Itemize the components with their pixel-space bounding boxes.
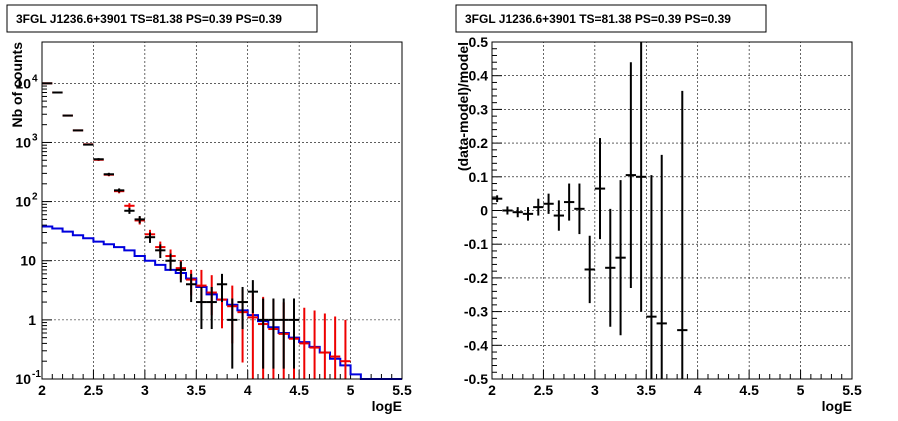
right-chart-title-box xyxy=(455,4,767,33)
left-grid xyxy=(42,42,402,379)
left-y-tick-label: 1 xyxy=(28,312,36,328)
right-y-tick-label: 0 xyxy=(480,203,488,219)
left-y-tick-label: 10 xyxy=(15,371,31,387)
right-y-tick-label: 0.5 xyxy=(469,34,489,50)
left-x-tick-label: 4.5 xyxy=(289,382,309,398)
left-x-tick-label: 4 xyxy=(244,382,252,398)
left-y-tick-label: 10 xyxy=(20,253,36,269)
right-y-tick-label: -0.1 xyxy=(464,236,488,252)
left-y-tick-exponent: 2 xyxy=(32,192,38,203)
right-y-tick-label: 0.3 xyxy=(469,101,489,117)
right-x-tick-label: 3 xyxy=(591,382,599,398)
left-x-tick-label: 3.5 xyxy=(187,382,207,398)
right-y-ticks: -0.5 -0.4 -0.3 -0.2 -0.1 0 0.1 0.2 0.3 0.4 0.5 xyxy=(464,34,502,387)
left-y-tick-label: 10 xyxy=(15,134,31,150)
left-y-tick-exponent: 3 xyxy=(32,132,38,143)
right-chart-panel: 3FGL J1236.6+3901 TS=81.38 PS=0.39 PS=0.… xyxy=(455,4,862,414)
right-x-tick-label: 3.5 xyxy=(637,382,657,398)
left-y-axis-label: Nb of counts xyxy=(9,42,25,128)
left-x-tick-label: 5 xyxy=(347,382,355,398)
left-x-tick-label: 2 xyxy=(38,382,46,398)
left-chart-title: 3FGL J1236.6+3901 TS=81.38 PS=0.39 PS=0.… xyxy=(16,12,282,26)
right-x-tick-label: 2.5 xyxy=(534,382,554,398)
right-x-tick-label: 4.5 xyxy=(739,382,759,398)
left-x-tick-label: 2.5 xyxy=(84,382,104,398)
right-y-tick-label: -0.2 xyxy=(464,270,488,286)
right-y-tick-label: 0.4 xyxy=(469,68,489,84)
left-x-ticks: 2 2.5 3 3.5 4 4.5 5 5.5 xyxy=(38,370,412,398)
right-x-axis-label: logE xyxy=(822,398,852,414)
right-y-tick-label: -0.4 xyxy=(464,337,488,353)
right-y-axis-label: (data-model)/model xyxy=(455,42,471,171)
left-y-tick-exponent: 4 xyxy=(32,73,38,84)
left-y-tick-label: 10 xyxy=(15,75,31,91)
right-grid xyxy=(492,42,852,379)
right-x-tick-label: 4 xyxy=(694,382,702,398)
right-y-tick-label: -0.5 xyxy=(464,371,488,387)
right-x-ticks: 2 2.5 3 3.5 4 4.5 5 5.5 xyxy=(488,370,862,398)
right-x-tick-label: 5 xyxy=(797,382,805,398)
right-x-tick-label: 2 xyxy=(488,382,496,398)
right-plot-frame xyxy=(491,41,853,380)
left-x-tick-label: 3 xyxy=(141,382,149,398)
left-y-tick-label: 10 xyxy=(15,194,31,210)
left-black-series xyxy=(42,82,300,369)
left-x-tick-label: 5.5 xyxy=(392,382,412,398)
right-chart-title: 3FGL J1236.6+3901 TS=81.38 PS=0.39 PS=0.… xyxy=(465,12,731,26)
right-y-tick-label: -0.3 xyxy=(464,304,488,320)
right-y-tick-label: 0.1 xyxy=(469,169,489,185)
left-x-axis-label: logE xyxy=(372,398,402,414)
left-chart-panel: 3FGL J1236.6+3901 TS=81.38 PS=0.39 PS=0.… xyxy=(6,4,412,414)
right-y-tick-label: 0.2 xyxy=(469,135,489,151)
left-plot-frame xyxy=(41,41,403,380)
left-y-tick-exponent: -1 xyxy=(32,369,41,380)
right-black-series xyxy=(492,42,688,379)
left-chart-title-box xyxy=(6,4,318,33)
right-x-tick-label: 5.5 xyxy=(842,382,862,398)
